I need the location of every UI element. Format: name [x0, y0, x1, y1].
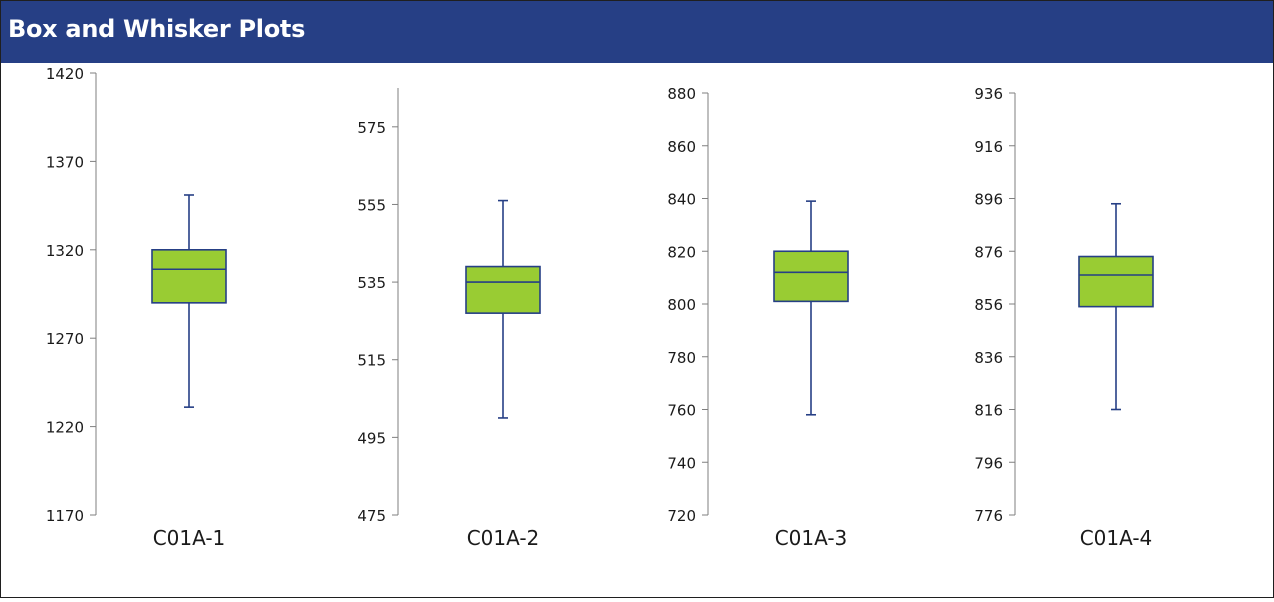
y-tick-label-3: 760 [667, 402, 696, 420]
header-bar: Box and Whisker Plots [1, 1, 1273, 63]
category-label-1: C01A-1 [153, 526, 226, 550]
category-label-2: C01A-2 [467, 526, 540, 550]
y-tick-label-3: 820 [667, 243, 696, 261]
y-tick-label-3: 780 [667, 349, 696, 367]
y-tick-label-1: 1420 [46, 65, 84, 83]
y-tick-label-3: 800 [667, 296, 696, 314]
box-whisker-chart: 1170 1220 1270 1320 1370 1420 C01A-1 475 495 515 5… [46, 65, 1154, 550]
box-2 [465, 265, 541, 314]
y-tick-label-2: 575 [357, 119, 386, 137]
plot-area: 1170 1220 1270 1320 1370 1420 C01A-1 475 495 515 5… [0, 63, 1274, 598]
y-tick-label-3: 720 [667, 507, 696, 525]
y-tick-label-1: 1370 [46, 153, 84, 171]
box-3 [773, 250, 849, 303]
y-tick-label-4: 856 [974, 296, 1003, 314]
y-tick-label-4: 936 [974, 85, 1003, 103]
y-tick-label-2: 535 [357, 274, 386, 292]
y-tick-label-1: 1270 [46, 330, 84, 348]
y-tick-label-3: 860 [667, 138, 696, 156]
y-tick-label-4: 876 [974, 243, 1003, 261]
page-title: Box and Whisker Plots [8, 15, 306, 43]
category-label-3: C01A-3 [775, 526, 848, 550]
y-tick-label-3: 880 [667, 85, 696, 103]
y-tick-label-1: 1320 [46, 242, 84, 260]
y-tick-label-4: 836 [974, 349, 1003, 367]
box-1 [151, 249, 227, 304]
category-label-4: C01A-4 [1080, 526, 1153, 550]
y-tick-label-4: 816 [974, 402, 1003, 420]
y-tick-label-2: 555 [357, 196, 386, 214]
y-tick-label-1: 1220 [46, 419, 84, 437]
y-tick-label-4: 796 [974, 454, 1003, 472]
y-tick-label-3: 740 [667, 454, 696, 472]
y-tick-label-4: 776 [974, 507, 1003, 525]
y-tick-label-1: 1170 [46, 507, 84, 525]
y-tick-label-2: 515 [357, 352, 386, 370]
y-tick-label-4: 916 [974, 138, 1003, 156]
y-tick-label-2: 495 [357, 429, 386, 447]
y-tick-label-3: 840 [667, 191, 696, 209]
box-4 [1078, 255, 1154, 308]
y-tick-label-4: 896 [974, 191, 1003, 209]
y-tick-label-2: 475 [357, 507, 386, 525]
